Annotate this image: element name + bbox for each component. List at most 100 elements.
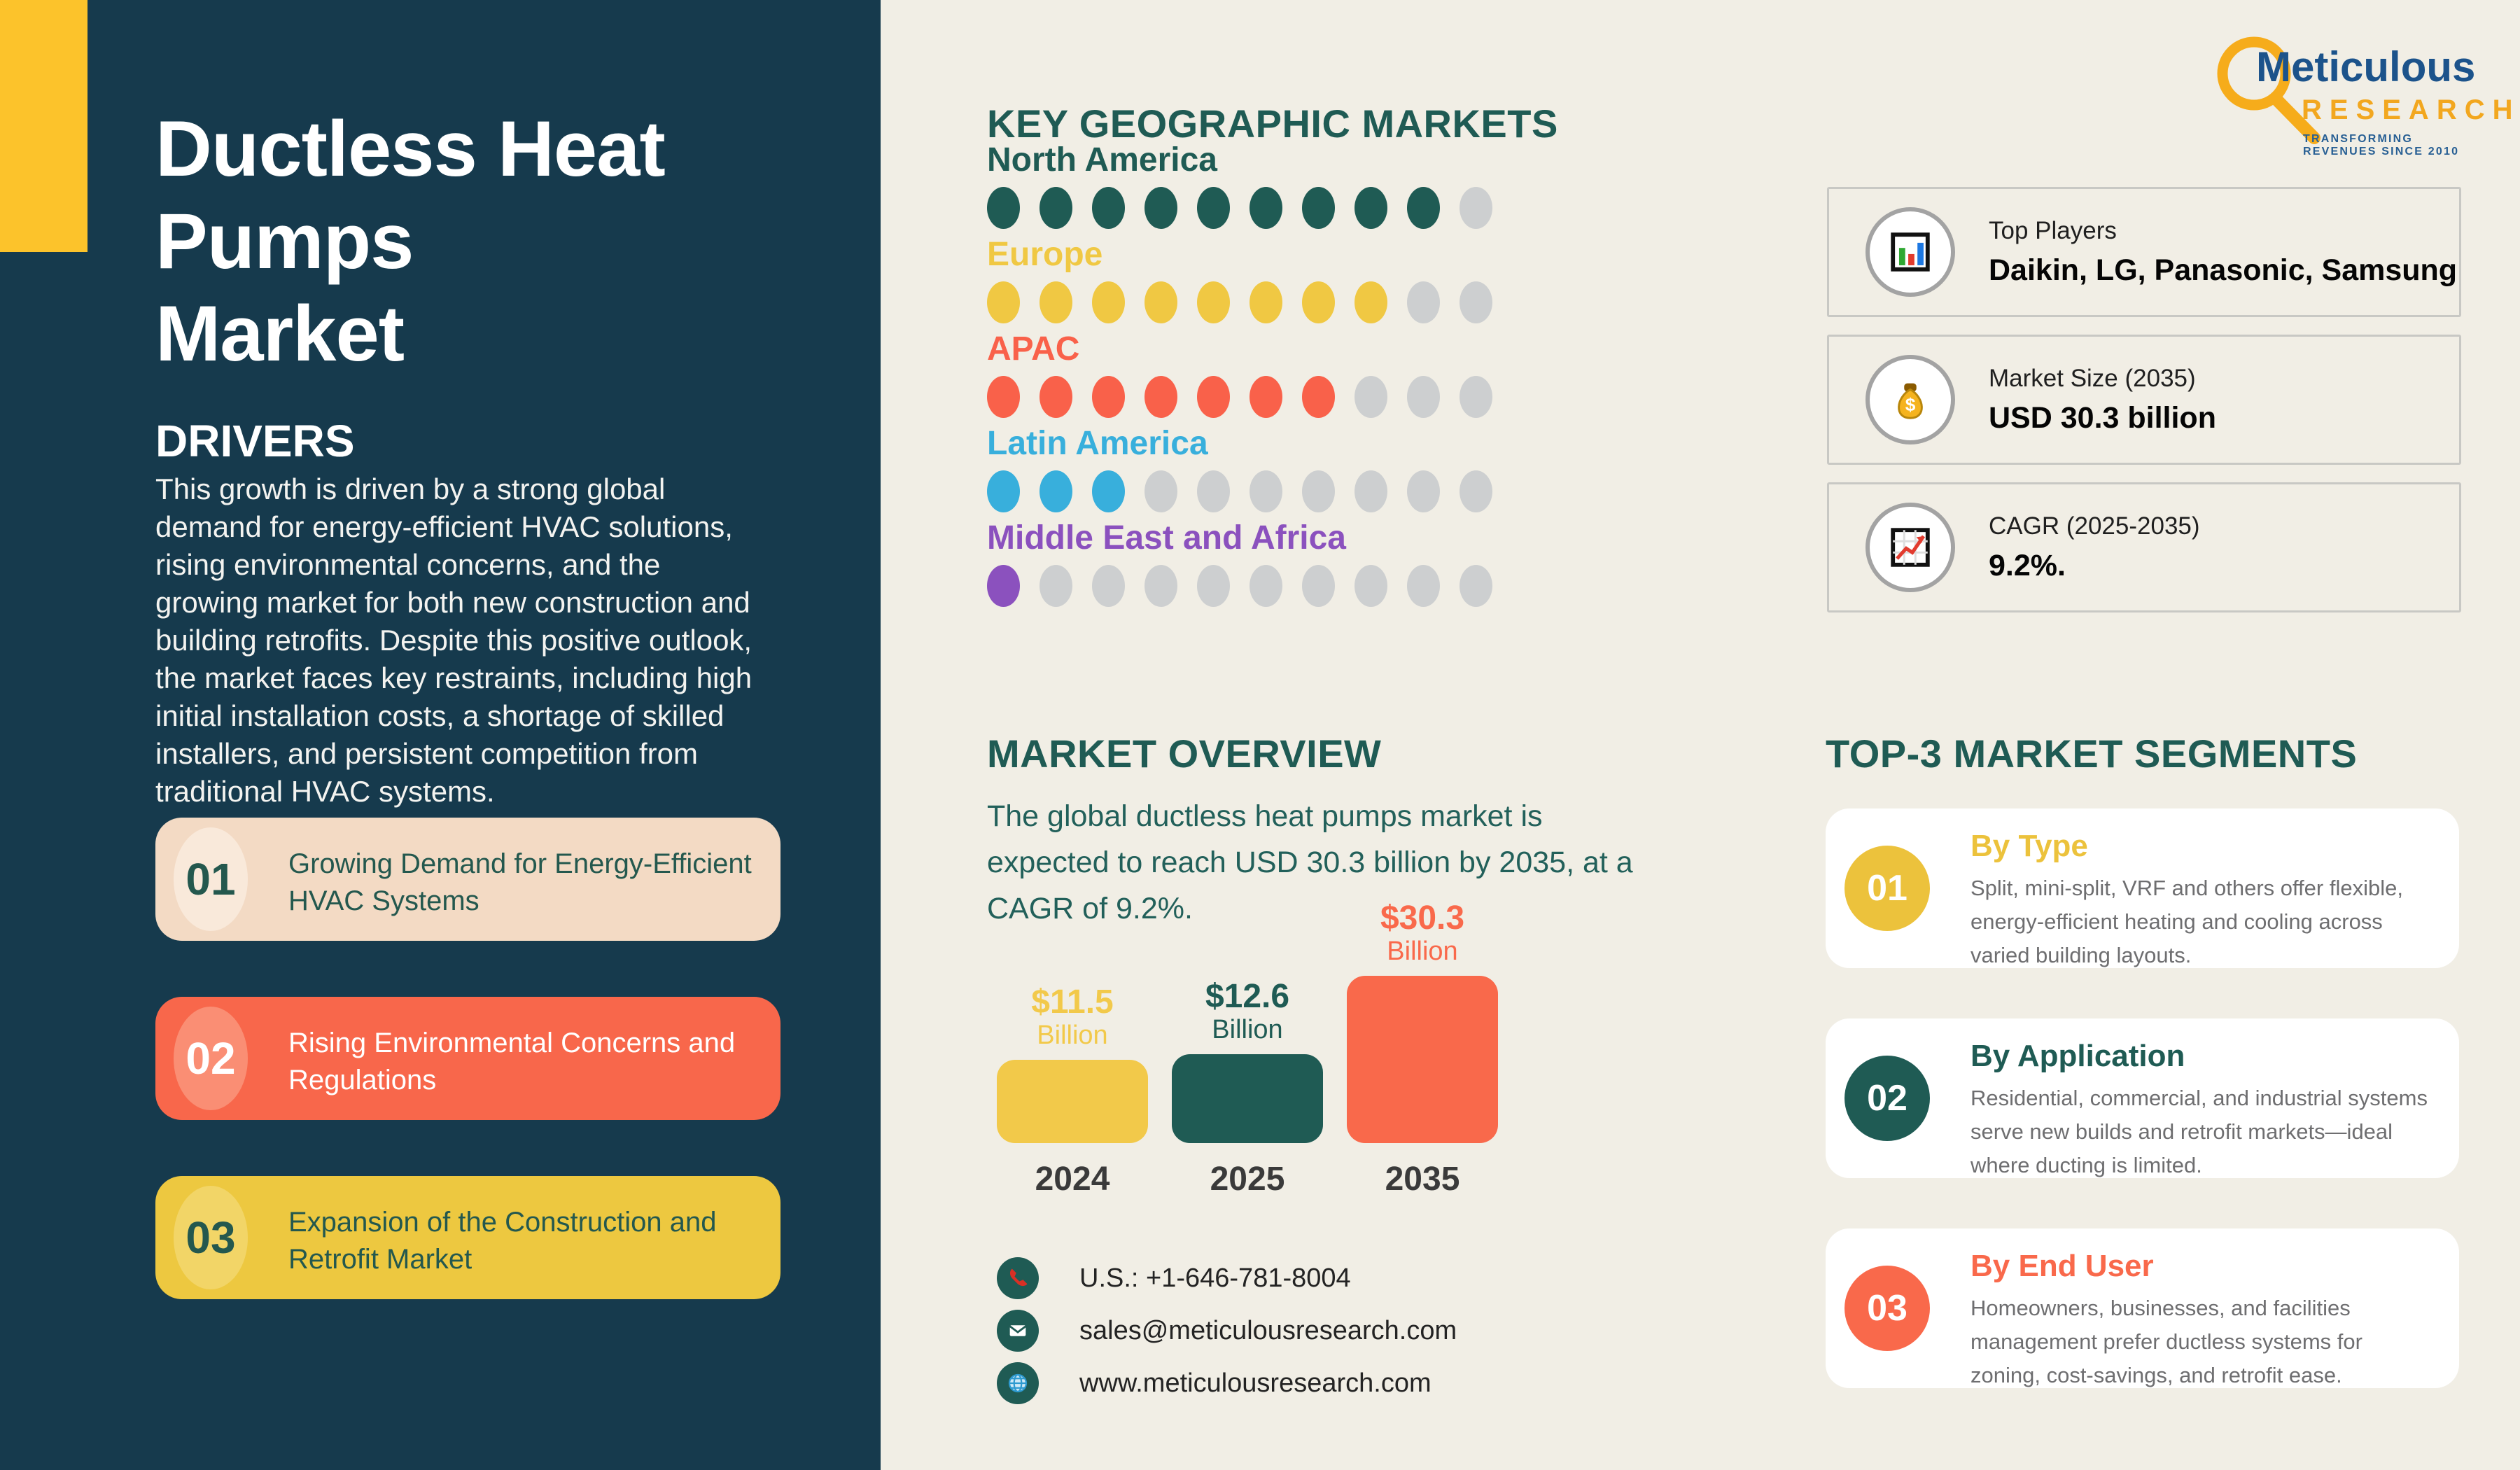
- empty-dot: [1197, 565, 1230, 607]
- segment-text: Residential, commercial, and industrial …: [1970, 1086, 2428, 1177]
- dot-row: [987, 565, 1492, 607]
- bar-value-label: $12.6: [1205, 978, 1290, 1015]
- empty-dot: [1460, 565, 1492, 607]
- drivers-heading: DRIVERS: [155, 416, 355, 467]
- region-label: North America: [987, 141, 1217, 178]
- filled-dot: [1407, 187, 1440, 229]
- dot-row: [987, 187, 1492, 229]
- bar-year-label: 2035: [1385, 1161, 1460, 1198]
- money-bag-icon: $: [1865, 355, 1955, 444]
- email-address[interactable]: sales@meticulousresearch.com: [1079, 1315, 1457, 1345]
- logo-subname: RESEARCH: [2302, 94, 2520, 125]
- magnifier-icon: [2217, 36, 2320, 144]
- region-label: Latin America: [987, 425, 1208, 462]
- segment-title: By Application: [1970, 1039, 2185, 1073]
- stat-value: Daikin, LG, Panasonic, Samsung: [1989, 253, 2458, 287]
- bar-column: $12.6 Billion 2025: [1172, 979, 1323, 1198]
- geo-heading: KEY GEOGRAPHIC MARKETS: [987, 102, 1558, 146]
- filled-dot: [987, 470, 1020, 512]
- segment-text: Split, mini-split, VRF and others offer …: [1970, 876, 2403, 967]
- segment-number-badge: 01: [1844, 846, 1930, 931]
- driver-card-3: 03 Expansion of the Construction and Ret…: [155, 1176, 780, 1299]
- stat-label: Market Size (2035): [1989, 364, 2196, 392]
- segment-number: 02: [1867, 1078, 1907, 1119]
- phone-number[interactable]: U.S.: +1-646-781-8004: [1079, 1263, 1351, 1293]
- bar-value-label: $11.5: [1031, 983, 1114, 1021]
- empty-dot: [1407, 470, 1440, 512]
- filled-dot: [1092, 187, 1125, 229]
- filled-dot: [1354, 281, 1387, 323]
- stat-label: Top Players: [1989, 216, 2117, 244]
- contact-website-row: www.meticulousresearch.com: [997, 1362, 1457, 1404]
- empty-dot: [1302, 470, 1335, 512]
- email-icon: [997, 1310, 1039, 1352]
- driver-card-1: 01 Growing Demand for Energy-Efficient H…: [155, 818, 780, 941]
- svg-text:$: $: [1905, 394, 1916, 415]
- filled-dot: [1144, 187, 1177, 229]
- overview-text: The global ductless heat pumps market is…: [987, 799, 1633, 925]
- website-url[interactable]: www.meticulousresearch.com: [1079, 1368, 1432, 1398]
- segment-number: 03: [1867, 1288, 1907, 1329]
- segment-number-badge: 03: [1844, 1266, 1930, 1351]
- logo-tagline: TRANSFORMING REVENUES SINCE 2010: [2303, 133, 2460, 158]
- filled-dot: [1354, 187, 1387, 229]
- filled-dot: [1040, 187, 1072, 229]
- filled-dot: [1250, 281, 1282, 323]
- driver-card-text: Growing Demand for Energy-Efficient HVAC…: [288, 848, 752, 916]
- bar: [1172, 1054, 1323, 1143]
- segment-title: By End User: [1970, 1249, 2154, 1283]
- driver-card-text: Expansion of the Construction and Retrof…: [288, 1207, 717, 1275]
- driver-number-badge: 02: [174, 1007, 248, 1110]
- empty-dot: [1250, 470, 1282, 512]
- filled-dot: [1092, 470, 1125, 512]
- bar-column: $30.3 Billion 2035: [1347, 900, 1498, 1198]
- empty-dot: [1460, 470, 1492, 512]
- bar: [1347, 976, 1498, 1143]
- meticulous-research-logo: Meticulous RESEARCH TRANSFORMING REVENUE…: [2217, 31, 2512, 161]
- stat-value: USD 30.3 billion: [1989, 400, 2216, 435]
- market-size-bar-chart: $11.5 Billion 2024 $12.6 Billion 2025 $30.3 Bil…: [997, 840, 1498, 1198]
- empty-dot: [1407, 565, 1440, 607]
- empty-dot: [1250, 565, 1282, 607]
- overview-heading: MARKET OVERVIEW: [987, 732, 1382, 776]
- filled-dot: [1040, 281, 1072, 323]
- segment-number: 01: [1867, 868, 1907, 909]
- filled-dot: [1040, 376, 1072, 418]
- logo-name: Meticulous: [2256, 43, 2476, 90]
- filled-dot: [1302, 376, 1335, 418]
- phone-icon: [997, 1257, 1039, 1299]
- bar-year-label: 2025: [1210, 1161, 1285, 1198]
- bar-chart-icon: [1865, 207, 1955, 297]
- empty-dot: [1092, 565, 1125, 607]
- empty-dot: [1040, 565, 1072, 607]
- bar-year-label: 2024: [1035, 1161, 1110, 1198]
- filled-dot: [1040, 470, 1072, 512]
- sidebar: Ductless Heat Pumps Market DRIVERS This …: [0, 0, 881, 1470]
- filled-dot: [987, 376, 1020, 418]
- empty-dot: [1354, 470, 1387, 512]
- geo-region-north-america: North America: [987, 144, 1492, 229]
- segment-title: By Type: [1970, 829, 2088, 863]
- stat-label: CAGR (2025-2035): [1989, 512, 2200, 540]
- segment-card-by-type: 01 By Type Split, mini-split, VRF and ot…: [1826, 808, 2459, 968]
- filled-dot: [1092, 376, 1125, 418]
- filled-dot: [1250, 187, 1282, 229]
- accent-rectangle: [0, 0, 88, 252]
- geo-region-mea: Middle East and Africa: [987, 522, 1492, 607]
- segment-card-by-application: 02 By Application Residential, commercia…: [1826, 1018, 2459, 1178]
- driver-card-2: 02 Rising Environmental Concerns and Reg…: [155, 997, 780, 1120]
- title-line-1: Ductless Heat: [155, 105, 666, 193]
- bar-unit-label: Billion: [1212, 1015, 1283, 1044]
- filled-dot: [1197, 187, 1230, 229]
- empty-dot: [1460, 187, 1492, 229]
- driver-card-text: Rising Environmental Concerns and Regula…: [288, 1028, 736, 1096]
- growth-chart-icon: [1865, 503, 1955, 592]
- driver-number: 03: [186, 1212, 236, 1263]
- filled-dot: [987, 281, 1020, 323]
- dot-row: [987, 470, 1492, 512]
- filled-dot: [1197, 376, 1230, 418]
- empty-dot: [1407, 376, 1440, 418]
- filled-dot: [987, 565, 1020, 607]
- stat-card-market-size: $ Market Size (2035) USD 30.3 billion: [1827, 335, 2461, 465]
